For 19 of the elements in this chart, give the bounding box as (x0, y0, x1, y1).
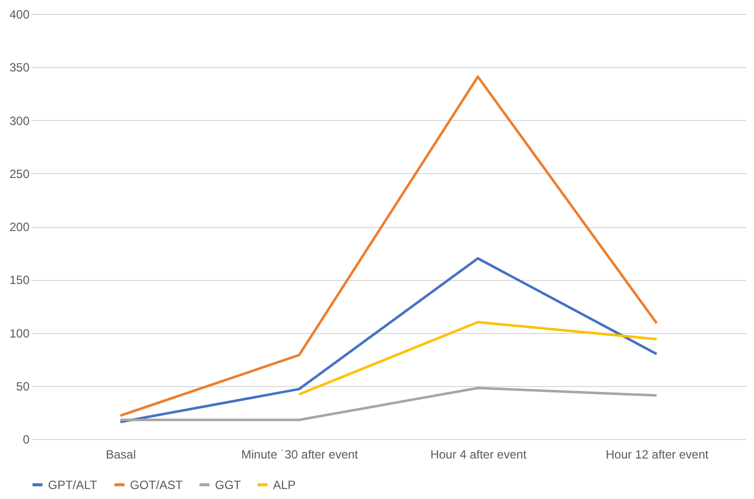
y-tick-label: 100 (9, 326, 30, 340)
y-tick-label: 0 (22, 432, 30, 446)
y-tick-label: 400 (9, 8, 30, 22)
y-tick-label: 300 (9, 114, 30, 128)
legend-label: GOT/AST (130, 478, 184, 492)
legend-label: GPT/ALT (48, 478, 98, 492)
x-tick-label: Hour 4 after event (430, 448, 528, 462)
x-tick-label: Hour 12 after event (606, 448, 710, 462)
y-tick-label: 350 (9, 60, 30, 75)
legend-label: ALP (273, 478, 296, 492)
y-tick-label: 50 (16, 379, 30, 394)
x-tick-label: Basal (106, 448, 136, 462)
line-series (119, 257, 658, 424)
line-series (119, 75, 658, 417)
y-tick-label: 200 (9, 220, 30, 234)
y-tick-label: 250 (9, 166, 30, 181)
legend-label: GGT (215, 478, 242, 492)
x-tick-label: Minute ˙30 after event (241, 448, 359, 462)
y-tick-label: 150 (9, 273, 30, 288)
